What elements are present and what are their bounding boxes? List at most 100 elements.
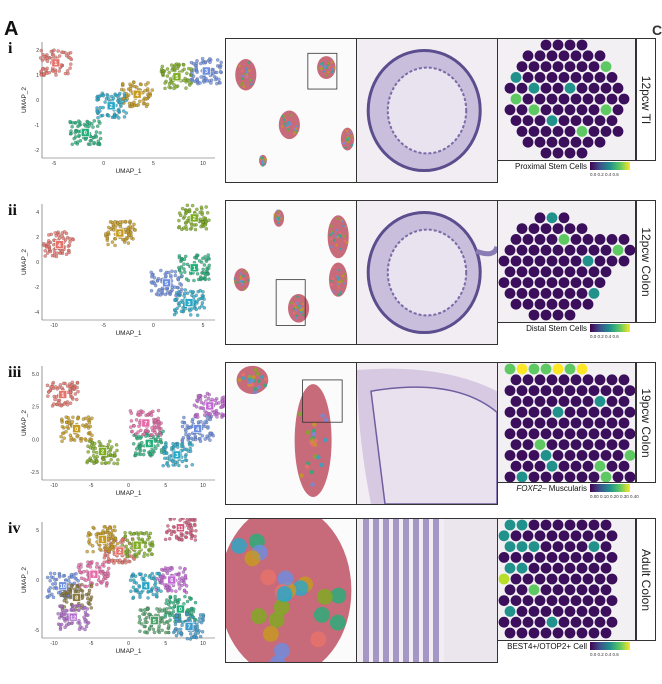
expression-spot [516,450,528,461]
umap-point [89,597,93,601]
expression-spot [504,104,516,116]
expression-spot [528,288,540,299]
umap-point [199,400,204,405]
expression-spot [612,428,624,440]
cluster-label: 2 [101,450,104,456]
expression-spot [552,266,564,278]
umap-point [91,125,95,129]
umap-point [132,424,136,428]
tissue-spot [330,237,333,240]
expression-spot [594,552,606,563]
umap-point [180,424,185,429]
expression-spot [504,562,516,574]
tissue-spot [244,73,247,76]
expression-spot [606,573,618,585]
expression-spot [600,82,612,94]
expression-spot [624,406,635,418]
cluster-label: 4 [136,92,140,98]
umap-point [185,262,190,267]
umap-point [131,572,135,576]
expression-spot [534,573,546,585]
umap-point [143,540,147,545]
expression-spot [558,277,570,288]
expression-spot [552,450,564,461]
expression-spot [504,584,516,596]
umap-point [129,546,134,550]
umap-point [158,433,163,437]
umap-point [137,550,141,554]
umap-point [136,532,141,537]
expression-spot [594,255,606,267]
umap-point [47,70,51,75]
tissue-spot [269,655,286,662]
expression-spot [600,471,612,482]
expression-spot [534,115,546,126]
tissue-spot [255,371,260,376]
expression-spot [588,519,600,531]
x-axis-title: UMAP_1 [115,490,141,497]
umap-point [208,438,212,442]
expression-spot [564,450,576,461]
umap-point [161,463,165,468]
umap-point [59,404,64,408]
expression-spot [600,519,612,531]
umap-point [129,425,133,429]
tissue-spot [251,375,256,380]
tissue-spot [275,217,279,220]
umap-point [84,624,89,629]
expression-spot [564,126,576,137]
umap-point [51,53,56,57]
expression-spot [588,288,600,299]
umap-point [129,236,134,240]
cluster-label: 0 [84,131,87,137]
umap-point [140,622,144,626]
expression-spot [510,298,522,310]
x-tick-label: -10 [50,483,57,489]
expression-spot [600,450,612,461]
tissue-spot [323,67,327,70]
expression-spot [564,39,576,51]
expression-spot [540,266,552,278]
tissue-spot [253,387,258,391]
tissue-spot [300,309,303,312]
tissue-spot [342,282,346,285]
umap-point [113,453,117,458]
umap-point [207,277,211,281]
umap-point [201,422,206,427]
sample-label-box: 19pcw Colon [636,362,656,483]
umap-point [60,439,64,443]
umap-point [138,99,142,104]
umap-point [156,420,161,424]
expression-spot [576,147,588,159]
tissue-lumen [386,66,468,155]
umap-point [143,620,147,624]
umap-point [189,313,193,317]
y-tick-label: 5 [36,528,39,534]
umap-point [164,287,168,291]
cluster-label: 5 [175,75,178,81]
expression-spot [540,61,552,72]
umap-point [101,94,105,98]
umap-point [77,603,82,608]
umap-point [186,616,191,621]
umap-point [127,233,132,237]
umap-point [118,224,123,229]
umap-point [129,554,134,559]
expression-spot [606,439,618,450]
tissue-spot [263,377,268,382]
cluster-label-box [132,540,142,550]
tissue-spot [327,62,330,65]
expression-spot [600,562,612,574]
tissue-spot [338,233,341,237]
expression-spot [594,72,606,83]
expression-spot [504,406,516,418]
expression-spot [564,223,576,234]
umap-point [101,531,105,536]
expression-spot [534,72,546,83]
expression-spot [582,93,594,105]
x-tick-label: 5 [152,161,155,167]
tissue-section [278,110,300,140]
umap-point [153,439,157,443]
umap-point [77,123,82,127]
umap-point [183,307,187,311]
